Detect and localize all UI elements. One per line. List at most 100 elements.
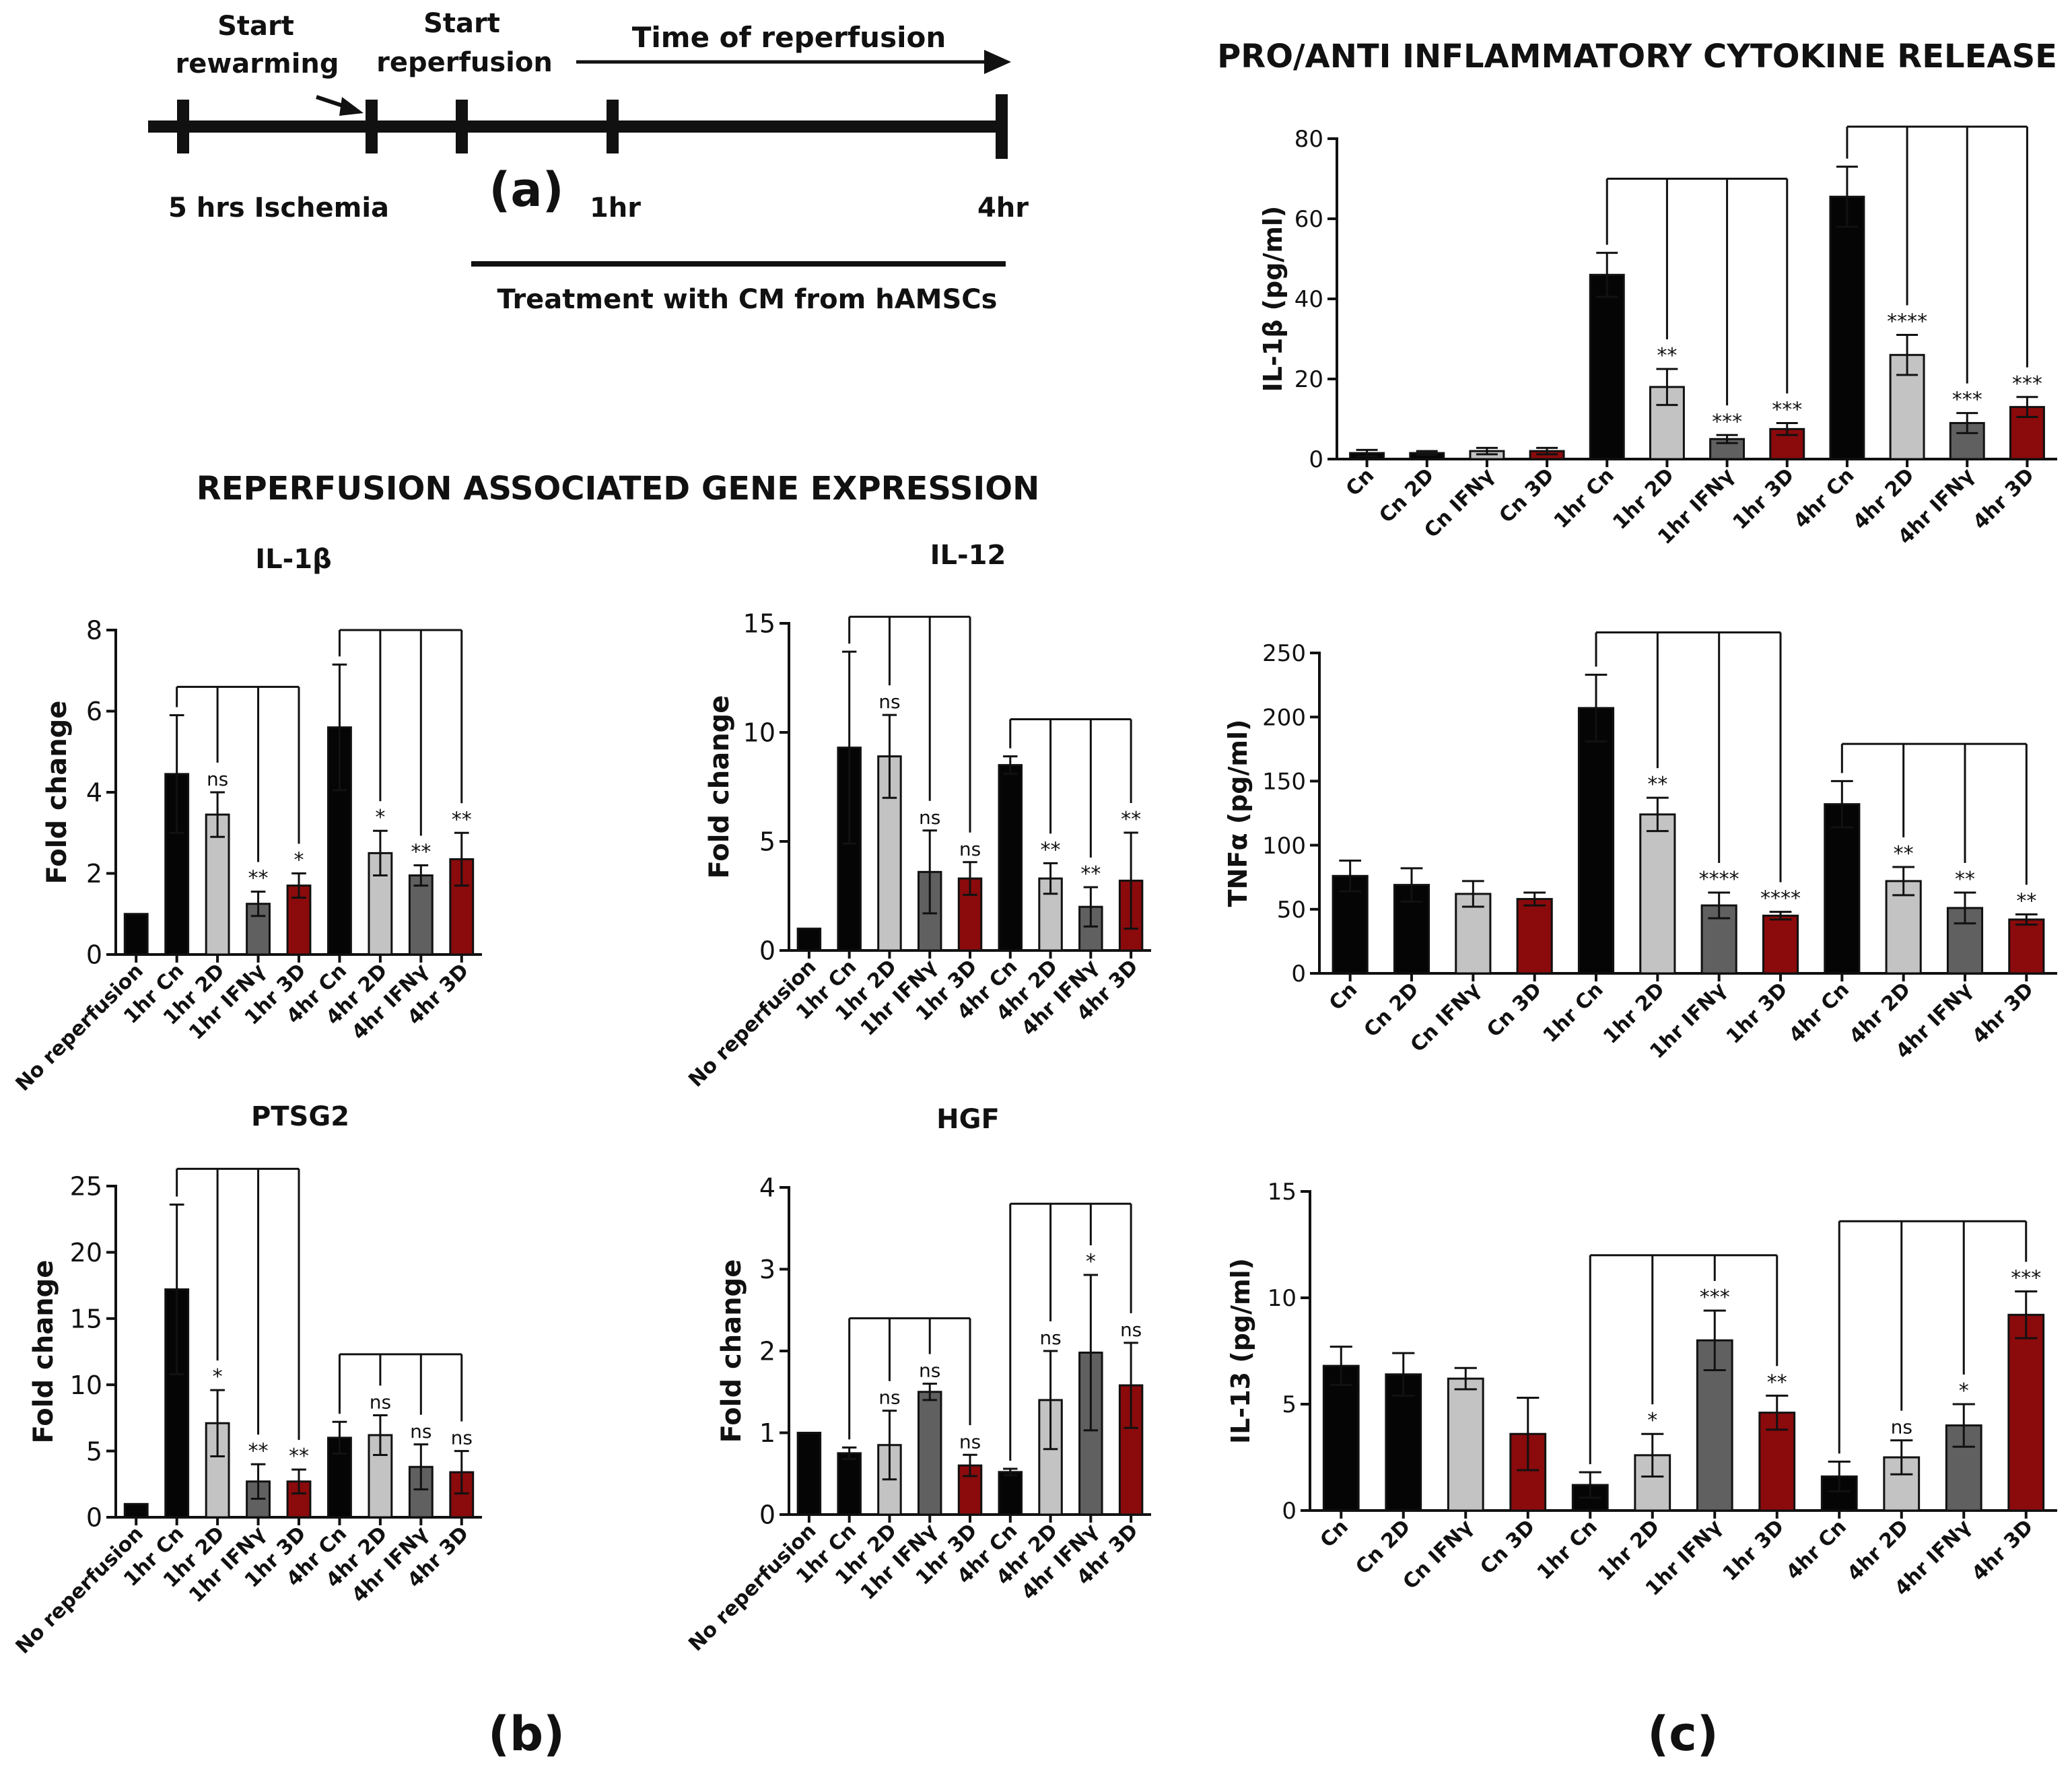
il1b-gene-significance-1hr-ifng: ** — [248, 867, 269, 891]
tnfa-release-y-tick-label: 0 — [1291, 961, 1306, 987]
il1b-release-significance-1hr-ifng: *** — [1712, 410, 1742, 433]
il13-release-y-tick-label: 0 — [1282, 1498, 1297, 1525]
il1b-release-x-label-1hr-3d: 1hr 3D — [1729, 464, 1799, 534]
tnfa-release-y-tick-label: 150 — [1262, 769, 1306, 796]
tnfa-release-x-label-1hr-cn: 1hr Cn — [1539, 978, 1608, 1047]
il13-release-significance-4hr-2d: ns — [1891, 1416, 1912, 1438]
hgf-gene-bar-no-reperfusion — [796, 1432, 822, 1516]
tnfa-release-y-tick-label: 200 — [1262, 704, 1306, 731]
ptsg2-gene-y-axis-label: Fold change — [28, 1260, 59, 1444]
il1b-release-significance-1hr-3d: *** — [1772, 398, 1802, 421]
il12-gene-y-axis-label: Fold change — [704, 695, 735, 879]
il1b-release-significance-4hr-2d: **** — [1887, 310, 1927, 334]
il1b-release-y-tick-label: 80 — [1294, 126, 1323, 153]
il13-release-x-label-4hr-3d: 4hr 3D — [1968, 1515, 2038, 1586]
il13-release-significance-4hr-3d: *** — [2011, 1267, 2041, 1290]
tnfa-release-y-tick-label: 250 — [1262, 640, 1306, 667]
label-1hr: 1hr — [590, 193, 641, 223]
panel-c-label: (c) — [1647, 1706, 1718, 1762]
il1b-gene-y-axis-label: Fold change — [42, 701, 73, 884]
il1b-gene-y-tick-label: 8 — [86, 616, 102, 646]
hgf-gene-significance-1hr-3d: ns — [959, 1430, 981, 1453]
il12-gene-bar-no-reperfusion — [796, 928, 822, 952]
il13-release-x-label-1hr-3d: 1hr 3D — [1719, 1515, 1789, 1586]
tnfa-release-x-label-1hr-3d: 1hr 3D — [1722, 978, 1793, 1049]
il1b-release-y-axis-label: IL-1β (pg/ml) — [1258, 206, 1288, 392]
il13-release-significance-1hr-3d: ** — [1767, 1371, 1787, 1394]
timeline-panel: Start rewarming Start reperfusion Time o… — [148, 8, 1029, 315]
hgf-gene-bar-1hr-ifng — [917, 1391, 942, 1516]
tnfa-release-bar-4hr-3d — [2008, 918, 2045, 975]
section-c-title: PRO/ANTI INFLAMMATORY CYTOKINE RELEASE — [1217, 38, 2057, 75]
hgf-gene-y-axis-label: Fold change — [716, 1259, 747, 1443]
il13-release-bar-cn — [1322, 1364, 1360, 1512]
il12-gene-significance-4hr-ifng: ** — [1080, 862, 1101, 886]
il12-gene-y-tick-label: 10 — [743, 718, 775, 748]
il1b-release-y-tick-label: 0 — [1309, 446, 1323, 473]
ptsg2-gene-significance-1hr-2d: * — [213, 1365, 223, 1389]
il12-gene-significance-1hr-3d: ns — [959, 838, 981, 860]
hgf-gene-bar-1hr-cn — [837, 1452, 862, 1516]
il1b-release-x-label-4hr-3d: 4hr 3D — [1968, 464, 2039, 534]
hgf-gene-y-tick-label: 3 — [759, 1255, 775, 1284]
il13-release-significance-1hr-2d: * — [1647, 1409, 1657, 1432]
tnfa-release-bar-1hr-3d — [1762, 914, 1799, 975]
il12-gene-significance-1hr-ifng: ns — [919, 806, 940, 829]
tnfa-release-y-tick-label: 50 — [1277, 897, 1306, 924]
hgf-gene-significance-1hr-ifng: ns — [919, 1360, 940, 1382]
il1b-gene-y-tick-label: 4 — [86, 778, 102, 808]
il1b-gene-significance-1hr-2d: ns — [207, 768, 228, 790]
panel-b-label: (b) — [488, 1706, 565, 1762]
il12-gene-y-tick-label: 0 — [759, 936, 775, 966]
tnfa-release-x-label-cn: Cn — [1325, 978, 1362, 1015]
il13-release-y-tick-label: 15 — [1268, 1179, 1297, 1206]
il12-gene-title: IL-12 — [930, 540, 1006, 571]
il13-release-bar-cn-ifng — [1447, 1377, 1484, 1512]
il13-release-x-label-4hr-cn: 4hr Cn — [1782, 1515, 1851, 1585]
il1b-gene-significance-4hr-3d: ** — [452, 808, 472, 831]
tnfa-release-significance-4hr-ifng: ** — [1955, 868, 1975, 891]
label-start-rewarming-line1: Start — [217, 11, 294, 42]
il1b-gene-x-label-no-reperfusion: No reperfusion — [11, 959, 148, 1096]
il13-release-x-label-cn-3d: Cn 3D — [1476, 1515, 1540, 1579]
hgf-gene-significance-4hr-ifng: * — [1086, 1250, 1096, 1274]
il12-gene-significance-4hr-2d: ** — [1041, 838, 1061, 862]
label-treatment: Treatment with CM from hAMSCs — [497, 284, 998, 315]
il1b-release-y-tick-label: 40 — [1294, 286, 1323, 313]
hgf-gene-y-tick-label: 0 — [759, 1500, 775, 1530]
il13-release-y-tick-label: 5 — [1282, 1391, 1297, 1418]
il1b-gene-significance-1hr-3d: * — [294, 849, 304, 872]
il1b-gene-title: IL-1β — [255, 544, 331, 575]
tnfa-release-bar-4hr-cn — [1824, 803, 1861, 975]
ptsg2-gene-significance-4hr-2d: ns — [370, 1391, 391, 1413]
il13-release-significance-1hr-ifng: *** — [1700, 1286, 1730, 1309]
tnfa-release-significance-4hr-3d: ** — [2016, 889, 2036, 913]
il1b-release-x-label-4hr-cn: 4hr Cn — [1789, 464, 1859, 533]
tnfa-release-y-tick-label: 100 — [1262, 833, 1306, 860]
il1b-release-significance-4hr-ifng: *** — [1952, 388, 1982, 412]
il1b-gene-y-tick-label: 6 — [86, 697, 102, 726]
tnfa-release-significance-1hr-2d: ** — [1647, 773, 1667, 796]
il13-release-x-label-cn: Cn — [1315, 1515, 1352, 1552]
il1b-release-x-label-1hr-cn: 1hr Cn — [1550, 464, 1619, 533]
hgf-gene-y-tick-label: 1 — [759, 1418, 775, 1448]
hgf-gene-significance-4hr-3d: ns — [1120, 1319, 1142, 1341]
il1b-release-y-tick-label: 60 — [1294, 206, 1323, 233]
panel-a-label: (a) — [489, 162, 563, 217]
hgf-gene-y-tick-label: 2 — [759, 1337, 775, 1366]
il12-gene-significance-1hr-2d: ns — [878, 691, 900, 713]
tnfa-release-bar-1hr-cn — [1577, 707, 1615, 975]
tnfa-release-y-axis-label: TNFα (pg/ml) — [1223, 720, 1253, 907]
label-start-reperfusion-line1: Start — [423, 8, 500, 39]
ptsg2-gene-significance-1hr-3d: ** — [289, 1445, 309, 1468]
label-4hr: 4hr — [977, 193, 1029, 223]
tnfa-release-significance-1hr-ifng: **** — [1699, 868, 1739, 891]
il12-gene-bar-4hr-cn — [998, 764, 1023, 952]
il1b-release-bar-4hr-cn — [1829, 195, 1865, 460]
il13-release-bar-4hr-3d — [2007, 1313, 2045, 1512]
hgf-gene-x-label-no-reperfusion: No reperfusion — [684, 1519, 821, 1656]
il13-release-x-label-1hr-cn: 1hr Cn — [1533, 1515, 1602, 1585]
